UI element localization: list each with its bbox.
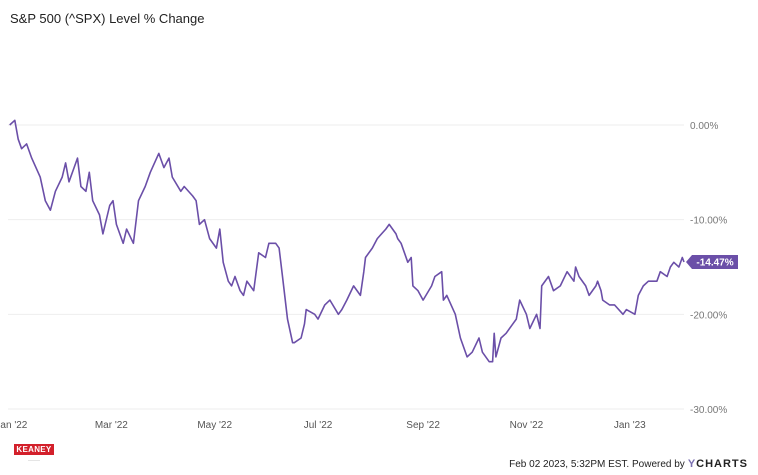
footer: Feb 02 2023, 5:32PM EST. Powered by YCHA… bbox=[509, 458, 748, 470]
y-tick-label: -20.00% bbox=[690, 310, 727, 321]
y-tick-label: 0.00% bbox=[690, 121, 718, 132]
footer-timestamp: Feb 02 2023, 5:32PM EST. Powered by bbox=[509, 459, 685, 470]
x-tick-label: Sep '22 bbox=[406, 420, 440, 431]
series-line-spx bbox=[9, 119, 685, 363]
logo-subtext: ——— bbox=[28, 457, 40, 462]
last-value-badge: -14.47% bbox=[686, 254, 738, 269]
grid-lines bbox=[8, 124, 684, 410]
keaney-logo: KEANEY ——— bbox=[14, 444, 54, 470]
ycharts-logo: YCHARTS bbox=[687, 458, 748, 470]
x-tick-label: Mar '22 bbox=[95, 420, 128, 431]
x-tick-label: Jan '22 bbox=[0, 420, 28, 431]
y-tick-label: -30.00% bbox=[690, 405, 727, 416]
x-tick-label: Jan '23 bbox=[614, 420, 646, 431]
x-axis-ticks: Jan '22 Mar '22 May '22 Jul '22 Sep '22 Nov '… bbox=[0, 420, 646, 431]
x-tick-label: May '22 bbox=[197, 420, 232, 431]
y-tick-label: -10.00% bbox=[690, 216, 727, 227]
logo-wordmark: KEANEY bbox=[14, 444, 54, 455]
x-tick-label: Nov '22 bbox=[510, 420, 544, 431]
x-tick-label: Jul '22 bbox=[304, 420, 333, 431]
chart-title: S&P 500 (^SPX) Level % Change bbox=[10, 11, 205, 26]
plot-background bbox=[8, 34, 684, 426]
badge-shape bbox=[686, 254, 738, 269]
last-value-label: -14.47% bbox=[696, 257, 733, 268]
y-axis-ticks: 0.00% -10.00% -20.00% -30.00% bbox=[690, 121, 727, 416]
